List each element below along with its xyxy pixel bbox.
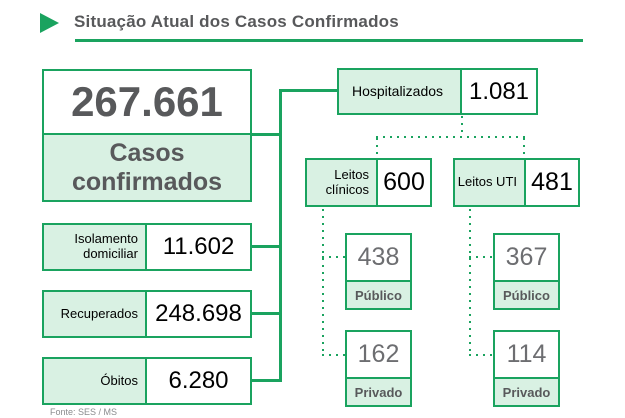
deaths-card: Óbitos 6.280 — [42, 357, 252, 405]
recovered-value: 248.698 — [147, 292, 250, 336]
dotted-to-icu-beds — [523, 138, 525, 158]
clinical-private-label: Privado — [347, 379, 410, 405]
icu-beds-card: Leitos UTI 481 — [453, 158, 580, 207]
dotted-to-icu-public — [469, 256, 493, 258]
hospitalized-label: Hospitalizados — [339, 70, 462, 113]
deaths-value: 6.280 — [147, 359, 250, 403]
clinical-private-card: 162 Privado — [345, 330, 412, 407]
dotted-clinical-vertical — [322, 209, 324, 356]
recovered-card: Recuperados 248.698 — [42, 290, 252, 338]
connector-to-hospitalized — [281, 89, 337, 92]
confirmed-cases-card: 267.661 Casos confirmados — [42, 69, 252, 202]
page-title: Situação Atual dos Casos Confirmados — [74, 12, 399, 31]
clinical-beds-label: Leitos clínicos — [307, 160, 378, 205]
hospitalized-value: 1.081 — [462, 70, 536, 113]
clinical-public-value: 438 — [347, 235, 410, 282]
connector-from-confirmed — [252, 133, 280, 136]
home-isolation-card: Isolamento domiciliar 11.602 — [42, 223, 252, 271]
connector-to-deaths — [252, 379, 280, 382]
dotted-from-hospitalized — [461, 116, 463, 137]
dotted-to-clinical-beds — [376, 138, 378, 158]
clinical-public-label: Público — [347, 282, 410, 308]
recovered-label: Recuperados — [44, 292, 147, 336]
dotted-to-icu-private — [469, 354, 493, 356]
icu-public-card: 367 Público — [493, 233, 560, 310]
confirmed-cases-value: 267.661 — [44, 71, 250, 135]
home-isolation-value: 11.602 — [147, 225, 250, 269]
icu-public-label: Público — [495, 282, 558, 308]
hospitalized-card: Hospitalizados 1.081 — [337, 68, 538, 115]
clinical-beds-card: Leitos clínicos 600 — [305, 158, 432, 207]
icu-beds-value: 481 — [526, 160, 578, 205]
dotted-icu-vertical — [469, 209, 471, 356]
connector-to-recovered — [252, 312, 280, 315]
deaths-label: Óbitos — [44, 359, 147, 403]
connector-to-isolation — [252, 245, 280, 248]
home-isolation-label: Isolamento domiciliar — [44, 225, 147, 269]
arrow-right-icon — [40, 13, 59, 33]
icu-private-card: 114 Privado — [493, 330, 560, 407]
source-note: Fonte: SES / MS — [50, 407, 118, 417]
icu-public-value: 367 — [495, 235, 558, 282]
connector-main-vertical — [279, 89, 282, 382]
icu-beds-label: Leitos UTI — [455, 160, 526, 205]
clinical-private-value: 162 — [347, 332, 410, 379]
dotted-to-clinical-private — [322, 354, 345, 356]
clinical-public-card: 438 Público — [345, 233, 412, 310]
dotted-branch-horizontal — [376, 136, 525, 138]
icu-private-label: Privado — [495, 379, 558, 405]
confirmed-cases-label: Casos confirmados — [44, 135, 250, 200]
title-underline — [75, 39, 583, 42]
clinical-beds-value: 600 — [378, 160, 430, 205]
dotted-to-clinical-public — [322, 256, 345, 258]
icu-private-value: 114 — [495, 332, 558, 379]
